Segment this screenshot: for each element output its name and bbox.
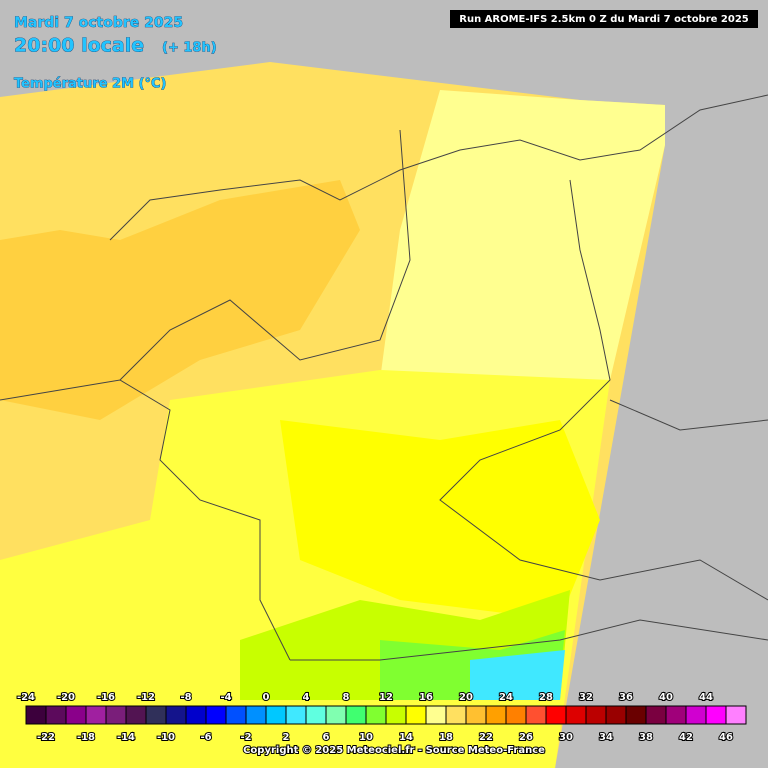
legend-label: 4 bbox=[303, 692, 310, 703]
legend-label: 10 bbox=[359, 732, 373, 743]
legend-label: -24 bbox=[17, 692, 35, 703]
legend-label: 22 bbox=[479, 732, 493, 743]
border-east bbox=[439, 179, 768, 601]
legend-label: 40 bbox=[659, 692, 673, 703]
legend-swatch bbox=[465, 705, 487, 725]
legend-swatch bbox=[85, 705, 107, 725]
time: 20:00 locale bbox=[14, 35, 144, 57]
legend-label: 38 bbox=[639, 732, 653, 743]
legend-label: 42 bbox=[679, 732, 693, 743]
legend-label: -6 bbox=[200, 732, 211, 743]
legend-label: 12 bbox=[379, 692, 393, 703]
legend-swatch bbox=[345, 705, 367, 725]
legend-swatch bbox=[525, 705, 547, 725]
legend-label: 44 bbox=[699, 692, 713, 703]
legend-label: -4 bbox=[220, 692, 231, 703]
legend-label: 34 bbox=[599, 732, 613, 743]
border-south bbox=[290, 619, 768, 661]
legend-label: 0 bbox=[263, 692, 270, 703]
legend-swatch bbox=[65, 705, 87, 725]
legend-label: 30 bbox=[559, 732, 573, 743]
legend-swatch bbox=[625, 705, 647, 725]
legend-label: -12 bbox=[137, 692, 155, 703]
date: Mardi 7 octobre 2025 bbox=[14, 15, 183, 31]
legend-swatch bbox=[165, 705, 187, 725]
border-west bbox=[0, 379, 291, 661]
legend-swatch bbox=[725, 705, 747, 725]
legend-swatch bbox=[405, 705, 427, 725]
legend-swatch bbox=[145, 705, 167, 725]
border-far-east bbox=[609, 399, 768, 431]
legend-swatch bbox=[665, 705, 687, 725]
legend-swatch bbox=[705, 705, 727, 725]
legend-swatch bbox=[305, 705, 327, 725]
legend-swatch bbox=[385, 705, 407, 725]
legend-swatch bbox=[565, 705, 587, 725]
legend-label: 16 bbox=[419, 692, 433, 703]
legend-label: 18 bbox=[439, 732, 453, 743]
run-box bbox=[450, 10, 758, 28]
lead: (+ 18h) bbox=[162, 41, 217, 56]
legend-label: -22 bbox=[37, 732, 55, 743]
legend-label: 8 bbox=[343, 692, 350, 703]
legend-swatch bbox=[485, 705, 507, 725]
legend-label: 24 bbox=[499, 692, 513, 703]
legend-label: -18 bbox=[77, 732, 95, 743]
legend-swatch bbox=[645, 705, 667, 725]
legend-swatch bbox=[545, 705, 567, 725]
field-name: Température 2M (°C) bbox=[14, 77, 166, 92]
warm-zone bbox=[0, 180, 360, 420]
legend-label: 32 bbox=[579, 692, 593, 703]
temperature-field bbox=[0, 62, 665, 768]
legend-label: 14 bbox=[399, 732, 413, 743]
legend-label: -14 bbox=[117, 732, 135, 743]
legend: -24-22-20-18-16-14-12-10-8-6-4-202468101… bbox=[16, 691, 747, 744]
legend-swatch bbox=[245, 705, 267, 725]
legend-label: 28 bbox=[539, 692, 553, 703]
legend-label: -20 bbox=[57, 692, 75, 703]
legend-swatch bbox=[265, 705, 287, 725]
run-info: Run AROME-IFS 2.5km 0 Z du Mardi 7 octob… bbox=[459, 14, 749, 25]
legend-label: 20 bbox=[459, 692, 473, 703]
legend-swatch bbox=[685, 705, 707, 725]
border-north bbox=[119, 129, 411, 381]
legend-label: -8 bbox=[180, 692, 191, 703]
peak-zone bbox=[470, 650, 565, 700]
legend-label: 2 bbox=[283, 732, 290, 743]
legend-label: 6 bbox=[323, 732, 330, 743]
legend-swatch bbox=[605, 705, 627, 725]
legend-swatch bbox=[365, 705, 387, 725]
legend-swatch bbox=[285, 705, 307, 725]
legend-label: 46 bbox=[719, 732, 733, 743]
legend-label: 36 bbox=[619, 692, 633, 703]
legend-swatch bbox=[585, 705, 607, 725]
legend-swatch bbox=[225, 705, 247, 725]
legend-swatch bbox=[105, 705, 127, 725]
legend-label: 26 bbox=[519, 732, 533, 743]
legend-label: -16 bbox=[97, 692, 115, 703]
legend-swatch bbox=[25, 705, 47, 725]
borders bbox=[0, 94, 768, 661]
legend-label: -10 bbox=[157, 732, 175, 743]
legend-swatch bbox=[325, 705, 347, 725]
legend-swatch bbox=[125, 705, 147, 725]
legend-swatch bbox=[505, 705, 527, 725]
legend-swatch bbox=[185, 705, 207, 725]
copyright: Copyright © 2025 Meteociel.fr - Source M… bbox=[243, 745, 545, 756]
legend-swatch bbox=[425, 705, 447, 725]
legend-swatch bbox=[445, 705, 467, 725]
coastline bbox=[109, 94, 768, 241]
legend-label: -2 bbox=[240, 732, 251, 743]
cooler-zone bbox=[280, 420, 600, 620]
legend-swatch bbox=[205, 705, 227, 725]
legend-swatch bbox=[45, 705, 67, 725]
mild-zone bbox=[380, 90, 665, 380]
